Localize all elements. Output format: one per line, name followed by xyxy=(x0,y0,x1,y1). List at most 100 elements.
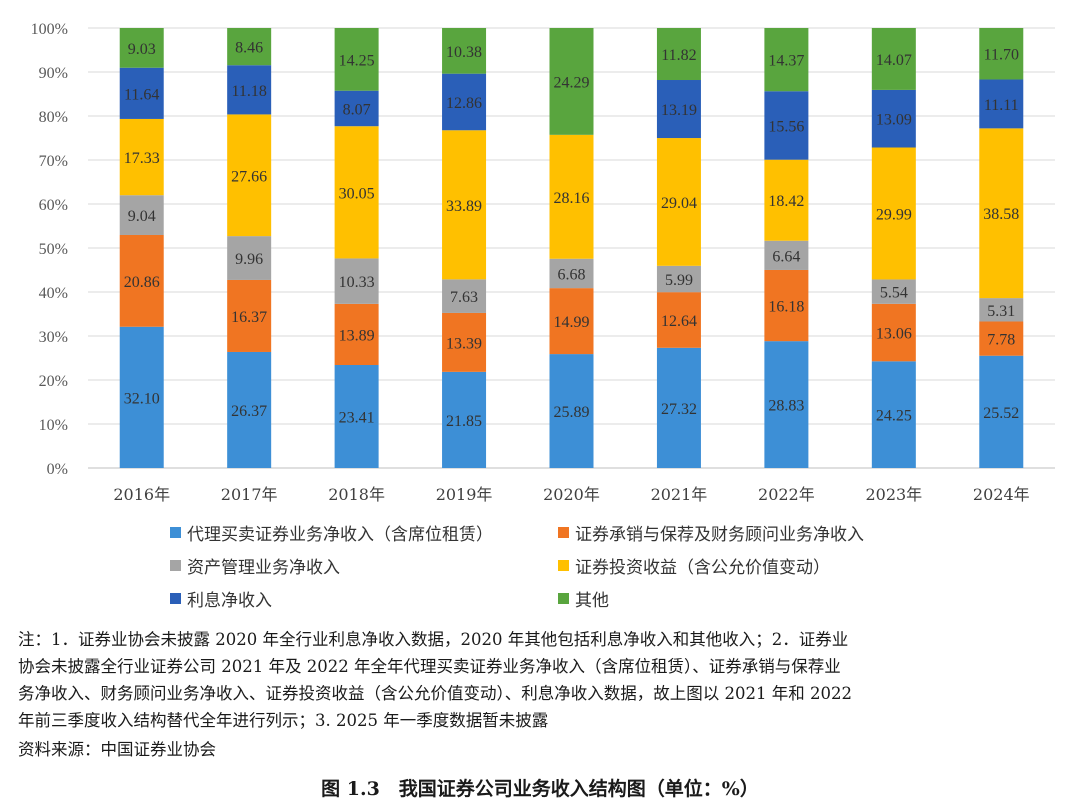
footnote-line: 注：1．证券业协会未披露 2020 年全行业利息净收入数据，2020 年其他包括… xyxy=(18,630,849,649)
data-label: 5.31 xyxy=(987,303,1015,320)
legend-item-underwriting: 证券承销与保荐及财务顾问业务净收入 xyxy=(558,520,864,545)
bar-segment xyxy=(656,138,701,266)
footnote-line: 务净收入、财务顾问业务净收入、证券投资收益（含公允价值变动）、利息净收入数据，故… xyxy=(18,684,852,703)
bar-segment xyxy=(871,279,916,304)
data-label: 28.16 xyxy=(554,190,590,207)
bar-segment xyxy=(764,341,809,468)
bar-segment xyxy=(442,279,487,313)
y-tick-label: 50% xyxy=(39,241,68,258)
legend-swatch xyxy=(558,560,569,571)
data-label: 10.38 xyxy=(446,44,482,61)
data-label: 13.39 xyxy=(446,335,482,352)
data-label: 6.64 xyxy=(772,248,800,265)
bar-segment xyxy=(227,279,272,352)
bar-segment xyxy=(764,269,809,342)
x-tick-label: 2017年 xyxy=(221,485,278,504)
bar-segment xyxy=(979,355,1024,468)
data-label: 11.64 xyxy=(124,86,159,103)
data-label: 16.37 xyxy=(231,309,267,326)
bar-segment xyxy=(979,128,1024,299)
data-label: 11.82 xyxy=(661,47,696,64)
x-tick-label: 2022年 xyxy=(758,485,815,504)
data-label: 23.41 xyxy=(339,409,375,426)
data-label: 24.25 xyxy=(876,408,912,425)
data-label: 12.86 xyxy=(446,95,482,112)
data-label: 28.83 xyxy=(768,398,804,415)
bar-segment xyxy=(119,118,164,196)
bar-segment xyxy=(227,114,272,237)
bar-segment xyxy=(442,130,487,280)
bar-segment xyxy=(442,73,487,131)
bar-stack: 23.41 13.89 10.33 30.05 8.07 14.25 xyxy=(334,28,379,468)
data-label: 14.99 xyxy=(554,314,590,331)
bar-segment xyxy=(549,258,594,289)
x-tick-label: 2024年 xyxy=(973,485,1030,504)
bar-stack: 25.89 14.99 6.68 28.16 24.29 xyxy=(549,28,594,468)
data-label: 9.04 xyxy=(128,208,156,225)
data-label: 13.06 xyxy=(876,326,912,343)
data-label: 17.33 xyxy=(124,150,160,167)
bar-segment xyxy=(227,28,272,66)
bar-segment xyxy=(334,126,379,259)
data-label: 29.99 xyxy=(876,206,912,223)
bar-segment xyxy=(334,28,379,91)
footnote-line: 协会未披露全行业证券公司 2021 年及 2022 年全年代理买卖证券业务净收入… xyxy=(18,657,841,676)
bar-segment xyxy=(656,292,701,348)
legend-label: 代理买卖证券业务净收入（含席位租赁） xyxy=(187,525,493,545)
data-label: 13.09 xyxy=(876,112,912,129)
y-tick-label: 60% xyxy=(39,197,68,214)
bar-stack: 25.52 7.78 5.31 38.58 11.11 11.70 xyxy=(979,28,1024,468)
legend-label: 资产管理业务净收入 xyxy=(187,558,340,578)
legend-swatch xyxy=(558,593,569,604)
x-axis-tick-labels: 2016年 2017年 2018年 2019年 2020年 2021年 2022年 2023年… xyxy=(113,485,1029,504)
data-label: 29.04 xyxy=(661,195,697,212)
bar-segment xyxy=(656,28,701,81)
legend-item-asset-management: 资产管理业务净收入 xyxy=(170,553,340,578)
legend-label: 其他 xyxy=(575,591,609,611)
footnote: 注：1．证券业协会未披露 2020 年全行业利息净收入数据，2020 年其他包括… xyxy=(18,626,1068,734)
y-tick-label: 70% xyxy=(39,153,68,170)
bar-segment xyxy=(119,195,164,235)
data-label: 13.19 xyxy=(661,102,697,119)
y-tick-label: 20% xyxy=(39,373,68,390)
legend-item-investment: 证券投资收益（含公允价值变动） xyxy=(558,553,830,578)
bar-segment xyxy=(871,89,916,148)
bar-segment xyxy=(979,79,1024,129)
x-tick-label: 2019年 xyxy=(436,485,493,504)
data-label: 18.42 xyxy=(768,193,804,210)
bar-segment xyxy=(764,159,809,241)
data-label: 14.25 xyxy=(339,52,375,69)
y-tick-label: 10% xyxy=(39,417,68,434)
bar-segment xyxy=(764,28,809,92)
bar-stack: 26.37 16.37 9.96 27.66 11.18 8.46 xyxy=(227,28,272,468)
bar-segment xyxy=(656,80,701,139)
bar-segment xyxy=(119,234,164,327)
data-label: 11.70 xyxy=(984,47,1019,64)
data-label: 11.18 xyxy=(231,83,266,100)
bar-segment xyxy=(549,28,594,135)
bar-segment xyxy=(227,65,272,115)
figure-caption: 图 1.3 我国证券公司业务收入结构图（单位：%） xyxy=(321,778,759,800)
bar-segment xyxy=(656,265,701,293)
data-label: 5.54 xyxy=(880,285,908,302)
bar-segment xyxy=(549,288,594,355)
bar-segment xyxy=(871,361,916,468)
y-tick-label: 100% xyxy=(31,21,68,38)
data-label: 27.66 xyxy=(231,168,267,185)
bar-segment xyxy=(119,67,164,119)
bar-segment xyxy=(119,28,164,68)
bar-segment xyxy=(119,326,164,468)
bar-segment xyxy=(549,354,594,468)
legend-label: 证券投资收益（含公允价值变动） xyxy=(575,558,830,578)
data-source: 资料来源：中国证券业协会 xyxy=(18,740,216,759)
bar-segment xyxy=(871,147,916,280)
stacked-bar-chart: 0% 10% 20% 30% 40% 50% 60% 70% 80% 90% 100% 32.10 2… xyxy=(31,21,1055,504)
bar-stack: 21.85 13.39 7.63 33.89 12.86 10.38 xyxy=(442,28,487,468)
data-label: 6.68 xyxy=(558,266,586,283)
y-tick-label: 0% xyxy=(47,461,68,478)
data-label: 26.37 xyxy=(231,403,267,420)
data-label: 10.33 xyxy=(339,274,375,291)
data-label: 24.29 xyxy=(554,74,590,91)
data-label: 14.07 xyxy=(876,52,912,69)
data-label: 25.52 xyxy=(983,405,1019,422)
